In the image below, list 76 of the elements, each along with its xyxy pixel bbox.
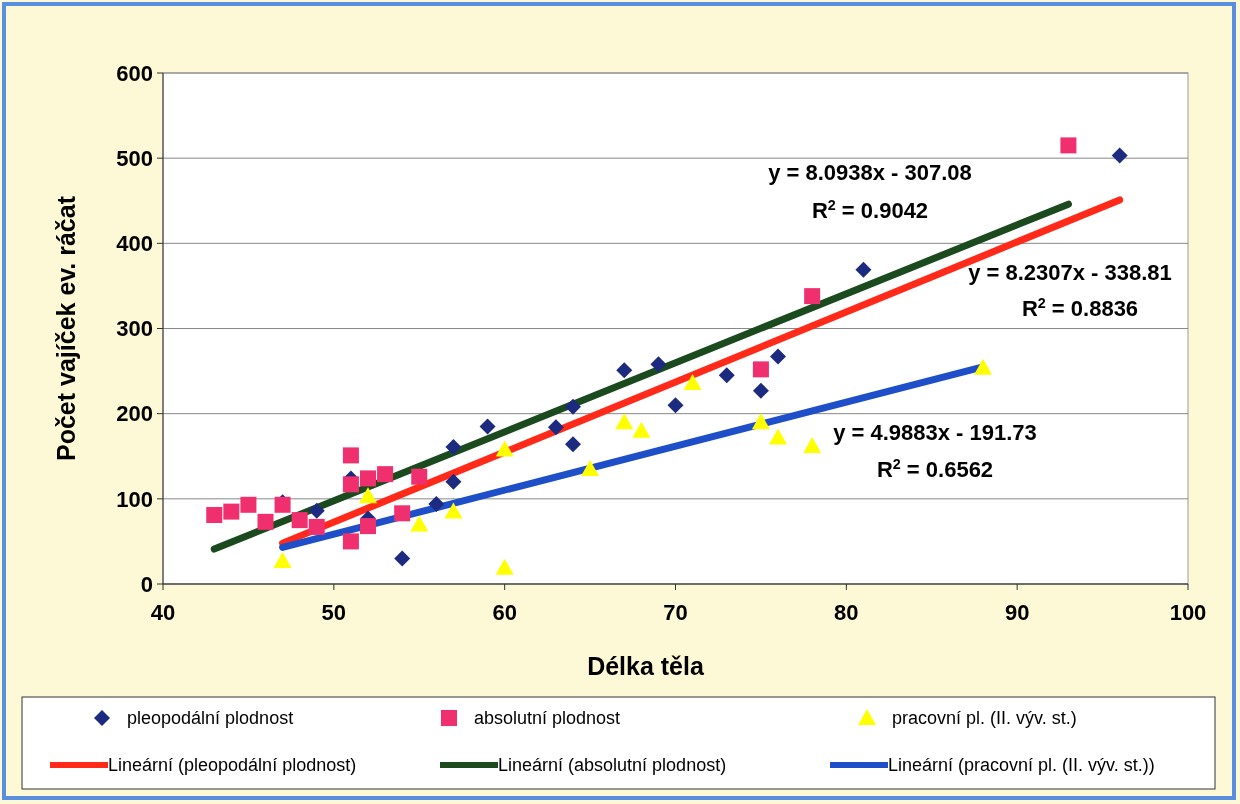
point <box>769 428 787 445</box>
annotation: y = 4.9883x - 191.73 <box>833 420 1037 445</box>
y-tick-label: 100 <box>116 486 153 512</box>
point <box>632 421 651 438</box>
point <box>667 397 684 414</box>
legend-label: pleopodální plodnost <box>127 708 294 729</box>
point <box>308 518 325 535</box>
point <box>342 447 359 464</box>
point <box>206 507 223 524</box>
point <box>751 413 770 430</box>
x-tick-label: 40 <box>150 600 176 625</box>
x-tick-label: 80 <box>834 600 859 625</box>
point <box>718 367 735 384</box>
legend-label: absolutní plodnost <box>474 708 621 729</box>
y-axis-title: Počet vajíček ev. ráčat <box>52 195 80 461</box>
y-tick-label: 400 <box>116 231 153 257</box>
point <box>770 348 786 365</box>
legend-label: pracovní pl. (II. výv. st.) <box>892 708 1077 729</box>
point <box>444 502 463 519</box>
point <box>445 473 462 490</box>
point <box>804 288 821 305</box>
point <box>616 362 633 379</box>
x-tick-label: 70 <box>663 600 688 625</box>
x-tick-label: 90 <box>1004 600 1030 625</box>
point <box>479 418 496 435</box>
point <box>495 558 514 575</box>
y-tick-label: 0 <box>140 571 153 597</box>
point <box>223 503 240 520</box>
point <box>752 361 769 378</box>
point <box>273 552 292 569</box>
x-tick-label: 60 <box>492 600 517 625</box>
point <box>650 356 667 373</box>
point <box>360 518 376 535</box>
annotation: y = 8.0938x - 307.08 <box>768 160 972 185</box>
point <box>495 440 514 457</box>
point <box>855 261 872 278</box>
y-tick-label: 300 <box>116 316 153 342</box>
point <box>565 398 581 415</box>
point <box>581 460 600 477</box>
point <box>291 512 308 529</box>
point <box>547 419 564 436</box>
point <box>411 468 428 485</box>
point <box>1111 147 1128 164</box>
annotation: R$^{2}$ = 0.6562 <box>876 456 994 482</box>
y-tick-label: 500 <box>116 145 153 171</box>
point <box>394 550 411 567</box>
legend-label: Lineární (absolutní plodnost) <box>498 755 727 776</box>
point <box>683 374 702 391</box>
point <box>240 496 257 513</box>
point <box>342 476 359 493</box>
point <box>359 487 377 504</box>
point <box>803 437 822 454</box>
legend-label: Lineární (pleopodální plodnost) <box>108 755 357 776</box>
x-tick-label: 50 <box>321 600 347 625</box>
point <box>445 438 462 455</box>
annotation: R$^{2}$ = 0.8836 <box>1021 295 1139 321</box>
legend-label: Lineární (pracovní pl. (II. výv. st.)) <box>888 755 1155 776</box>
point <box>257 513 274 530</box>
point <box>974 358 992 375</box>
x-axis-title: Délka těla <box>587 652 705 680</box>
point <box>565 436 581 453</box>
point <box>342 533 359 550</box>
x-tick-label: 100 <box>1169 600 1207 625</box>
point <box>615 413 634 430</box>
point <box>428 495 445 512</box>
y-tick-label: 200 <box>116 401 153 427</box>
point <box>360 470 376 487</box>
point <box>308 502 325 519</box>
point <box>1060 137 1077 154</box>
point <box>394 505 411 522</box>
point <box>410 515 429 532</box>
point <box>752 382 769 399</box>
y-tick-label: 600 <box>116 60 153 86</box>
annotation: y = 8.2307x - 338.81 <box>968 260 1172 285</box>
annotation: R$^{2}$ = 0.9042 <box>811 197 929 223</box>
point <box>377 466 394 483</box>
